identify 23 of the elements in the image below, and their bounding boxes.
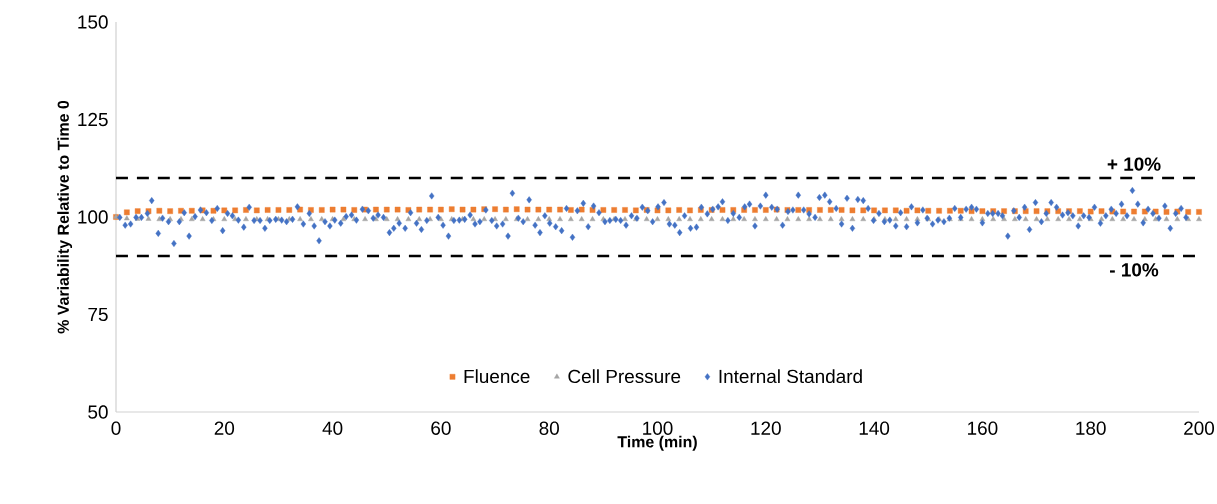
x-axis-title: Time (min) bbox=[617, 435, 697, 451]
x-tick-label: 40 bbox=[322, 421, 343, 435]
x-tick-label: 200 bbox=[1184, 421, 1215, 435]
y-axis-title: % Variability Relative to Time 0 bbox=[57, 100, 73, 334]
x-tick-label: 60 bbox=[431, 421, 451, 435]
y-tick-label: 150 bbox=[78, 15, 108, 29]
legend-label: Fluence bbox=[464, 369, 530, 384]
legend-label: Cell Pressure bbox=[568, 369, 681, 384]
x-tick-label: 80 bbox=[539, 421, 559, 435]
x-tick-label: 160 bbox=[968, 421, 998, 435]
x-tick-label: 100 bbox=[643, 421, 673, 435]
x-tick-label: 20 bbox=[214, 421, 235, 435]
x-tick-label: 0 bbox=[111, 421, 121, 435]
x-tick-label: 140 bbox=[859, 421, 890, 435]
annotation: - 10% bbox=[1110, 263, 1159, 277]
annotation: + 10% bbox=[1107, 157, 1161, 171]
y-tick-label: 100 bbox=[78, 210, 108, 224]
y-tick-label: 75 bbox=[88, 307, 108, 322]
x-tick-label: 180 bbox=[1076, 421, 1106, 435]
legend-label: Internal Standard bbox=[719, 369, 862, 384]
y-tick-label: 50 bbox=[88, 405, 108, 419]
y-tick-label: 125 bbox=[78, 112, 108, 127]
x-tick-label: 120 bbox=[751, 421, 781, 435]
